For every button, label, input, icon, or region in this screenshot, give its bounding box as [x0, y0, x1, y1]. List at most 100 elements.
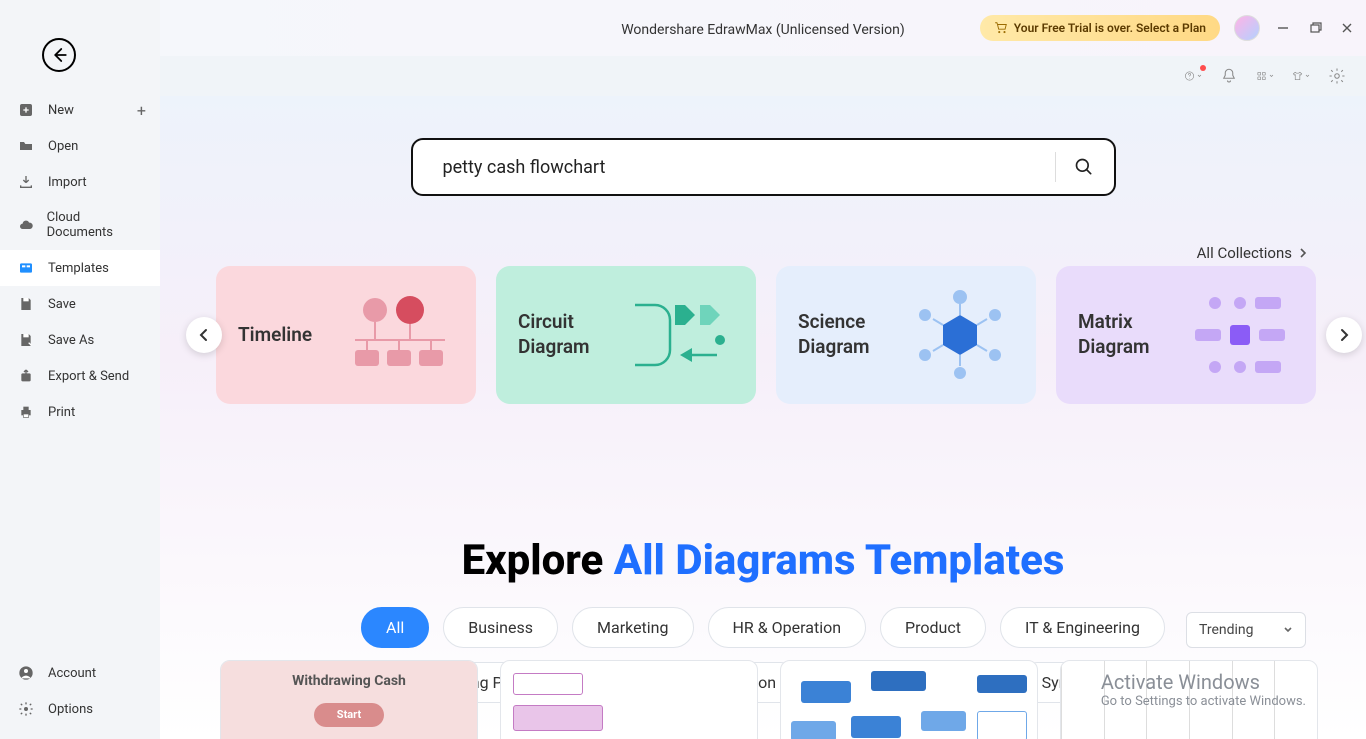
titlebar-right: Your Free Trial is over. Select a Plan	[980, 0, 1356, 56]
search-icon	[1074, 157, 1094, 177]
category-label: Science Diagram	[798, 310, 908, 359]
sidebar-item-label: Import	[48, 175, 87, 190]
main-area: All Collections Timeline Circuit Diagram S…	[160, 96, 1366, 739]
apps-icon[interactable]	[1256, 67, 1274, 85]
chevron-left-icon	[197, 328, 211, 342]
bell-icon[interactable]	[1220, 67, 1238, 85]
chevron-right-icon	[1337, 328, 1351, 342]
category-card-timeline[interactable]: Timeline	[216, 266, 476, 404]
filter-pill-business[interactable]: Business	[443, 607, 558, 648]
category-label: Timeline	[238, 323, 312, 348]
sidebar-item-open[interactable]: Open	[0, 128, 160, 164]
sidebar-item-save-as[interactable]: Save As	[0, 322, 160, 358]
tshirt-icon[interactable]	[1292, 67, 1310, 85]
app-title: Wondershare EdrawMax (Unlicensed Version…	[621, 22, 905, 38]
watermark-line2: Go to Settings to activate Windows.	[1101, 694, 1306, 709]
sidebar-item-label: Templates	[48, 261, 109, 276]
window-close-button[interactable]	[1338, 19, 1356, 37]
sidebar-item-label: Export & Send	[48, 369, 129, 384]
explore-heading: Explore All Diagrams Templates	[160, 536, 1366, 585]
sidebar-item-cloud-documents[interactable]: Cloud Documents	[0, 200, 160, 250]
template-card[interactable]: Withdrawing CashStart	[220, 660, 478, 739]
category-thumb	[1180, 282, 1300, 388]
category-card-matrix-diagram[interactable]: Matrix Diagram	[1056, 266, 1316, 404]
cart-icon	[994, 21, 1008, 35]
template-card[interactable]	[500, 660, 758, 739]
sidebar-item-options[interactable]: Options	[0, 691, 160, 727]
sidebar: New + Open Import Cloud Documents Templates Sa…	[0, 0, 160, 739]
sidebar-item-label: Open	[48, 139, 78, 154]
account-icon	[18, 665, 36, 681]
search-box	[411, 138, 1116, 196]
cloud-icon	[18, 217, 35, 233]
search-divider	[1055, 152, 1056, 182]
all-collections-link[interactable]: All Collections	[1197, 244, 1308, 262]
toolbar-icons	[160, 56, 1366, 96]
saveas-icon	[18, 332, 36, 348]
sidebar-menu: New + Open Import Cloud Documents Templates Sa…	[0, 92, 160, 430]
category-card-science-diagram[interactable]: Science Diagram	[776, 266, 1036, 404]
titlebar: Wondershare EdrawMax (Unlicensed Version…	[160, 0, 1366, 56]
sidebar-item-new[interactable]: New +	[0, 92, 160, 128]
category-label: Circuit Diagram	[518, 310, 628, 359]
sort-label: Trending	[1199, 622, 1254, 638]
chevron-right-icon	[1298, 248, 1308, 258]
search-button[interactable]	[1074, 157, 1094, 177]
carousel-next-button[interactable]	[1326, 317, 1362, 353]
filter-pill-marketing[interactable]: Marketing	[572, 607, 693, 648]
trial-banner[interactable]: Your Free Trial is over. Select a Plan	[980, 15, 1220, 41]
print-icon	[18, 404, 36, 420]
sort-dropdown[interactable]: Trending	[1186, 612, 1306, 648]
sidebar-item-label: Save	[48, 297, 76, 312]
save-icon	[18, 296, 36, 312]
sidebar-item-save[interactable]: Save	[0, 286, 160, 322]
explore-prefix: Explore	[462, 536, 614, 585]
sidebar-item-label: Cloud Documents	[47, 210, 142, 240]
sidebar-item-export-send[interactable]: Export & Send	[0, 358, 160, 394]
search-wrap	[160, 96, 1366, 196]
sidebar-item-import[interactable]: Import	[0, 164, 160, 200]
windows-watermark: Activate Windows Go to Settings to activ…	[1101, 670, 1306, 709]
help-icon[interactable]	[1184, 67, 1202, 85]
all-collections-label: All Collections	[1197, 244, 1292, 262]
sidebar-bottom: Account Options	[0, 655, 160, 727]
window-minimize-button[interactable]	[1274, 19, 1292, 37]
export-icon	[18, 368, 36, 384]
sidebar-item-templates[interactable]: Templates	[0, 250, 160, 286]
sidebar-item-label: Print	[48, 405, 75, 420]
sidebar-item-label: Account	[48, 666, 96, 681]
back-button[interactable]	[42, 38, 76, 72]
carousel-prev-button[interactable]	[186, 317, 222, 353]
category-thumb	[900, 282, 1020, 388]
new-plus-button[interactable]: +	[137, 101, 146, 120]
search-input[interactable]	[443, 157, 1037, 178]
category-thumb	[340, 282, 460, 388]
avatar[interactable]	[1234, 15, 1260, 41]
explore-highlight: All Diagrams Templates	[614, 536, 1065, 585]
filter-pill-all[interactable]: All	[361, 607, 429, 648]
gear-icon[interactable]	[1328, 67, 1346, 85]
filter-pill-hr-operation[interactable]: HR & Operation	[708, 607, 867, 648]
category-carousel: Timeline Circuit Diagram Science Diagram Ma…	[216, 266, 1346, 404]
window-restore-button[interactable]	[1306, 19, 1324, 37]
folder-icon	[18, 138, 36, 154]
templates-icon	[18, 260, 36, 276]
category-label: Matrix Diagram	[1078, 310, 1188, 359]
sidebar-item-label: Options	[48, 702, 93, 717]
plus-square-icon	[18, 102, 36, 118]
category-card-circuit-diagram[interactable]: Circuit Diagram	[496, 266, 756, 404]
chevron-down-icon	[1283, 625, 1293, 635]
arrow-left-icon	[50, 46, 68, 64]
template-card[interactable]	[780, 660, 1038, 739]
filter-pill-it-engineering[interactable]: IT & Engineering	[1000, 607, 1165, 648]
category-thumb	[620, 282, 740, 388]
trial-label: Your Free Trial is over. Select a Plan	[1014, 21, 1206, 35]
gear-icon	[18, 701, 36, 717]
sidebar-item-label: Save As	[48, 333, 94, 348]
sidebar-item-account[interactable]: Account	[0, 655, 160, 691]
filter-pill-product[interactable]: Product	[880, 607, 986, 648]
watermark-line1: Activate Windows	[1101, 670, 1306, 694]
sidebar-item-print[interactable]: Print	[0, 394, 160, 430]
sidebar-item-label: New	[48, 103, 74, 118]
import-icon	[18, 174, 36, 190]
